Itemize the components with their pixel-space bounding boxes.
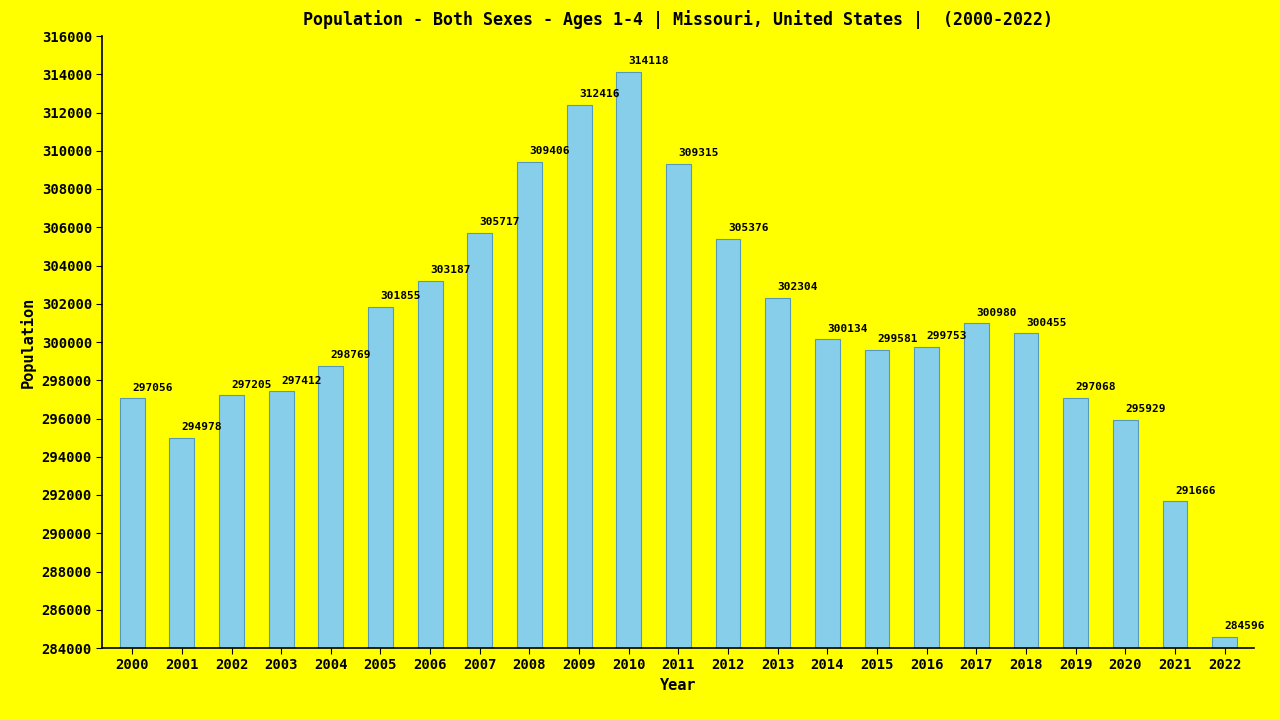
Y-axis label: Population: Population xyxy=(20,297,36,387)
Text: 300455: 300455 xyxy=(1027,318,1066,328)
Text: 297205: 297205 xyxy=(232,379,273,390)
Bar xyxy=(617,72,641,720)
Bar xyxy=(169,438,195,720)
Text: 309406: 309406 xyxy=(530,146,570,156)
Text: 299581: 299581 xyxy=(877,334,918,344)
Bar xyxy=(467,233,493,720)
Bar xyxy=(1212,636,1236,720)
Text: 291666: 291666 xyxy=(1175,486,1216,495)
Bar xyxy=(1112,420,1138,720)
Text: 314118: 314118 xyxy=(628,56,669,66)
Bar xyxy=(1162,501,1188,720)
Bar xyxy=(269,392,293,720)
Text: 312416: 312416 xyxy=(579,89,620,99)
Text: 300134: 300134 xyxy=(827,324,868,333)
Title: Population - Both Sexes - Ages 1-4 | Missouri, United States |  (2000-2022): Population - Both Sexes - Ages 1-4 | Mis… xyxy=(303,10,1053,29)
Text: 305376: 305376 xyxy=(728,223,768,233)
Text: 299753: 299753 xyxy=(927,331,968,341)
Text: 300980: 300980 xyxy=(977,307,1016,318)
X-axis label: Year: Year xyxy=(660,678,696,693)
Bar xyxy=(120,398,145,720)
Bar xyxy=(219,395,244,720)
Bar xyxy=(1014,333,1038,720)
Bar xyxy=(864,350,890,720)
Bar xyxy=(567,104,591,720)
Bar xyxy=(666,164,691,720)
Text: 302304: 302304 xyxy=(778,282,818,292)
Text: 298769: 298769 xyxy=(330,350,371,360)
Text: 309315: 309315 xyxy=(678,148,719,158)
Bar xyxy=(369,307,393,720)
Bar xyxy=(517,162,541,720)
Text: 294978: 294978 xyxy=(182,423,223,432)
Text: 303187: 303187 xyxy=(430,265,471,275)
Text: 297412: 297412 xyxy=(282,376,321,386)
Bar xyxy=(716,239,740,720)
Bar xyxy=(319,366,343,720)
Bar xyxy=(1064,398,1088,720)
Text: 305717: 305717 xyxy=(480,217,520,227)
Bar xyxy=(964,323,988,720)
Bar xyxy=(914,347,940,720)
Text: 284596: 284596 xyxy=(1225,621,1265,631)
Bar xyxy=(417,281,443,720)
Text: 295929: 295929 xyxy=(1125,404,1166,414)
Bar xyxy=(765,298,790,720)
Text: 297068: 297068 xyxy=(1075,382,1116,392)
Text: 301855: 301855 xyxy=(380,291,421,301)
Text: 297056: 297056 xyxy=(132,382,173,392)
Bar xyxy=(815,339,840,720)
